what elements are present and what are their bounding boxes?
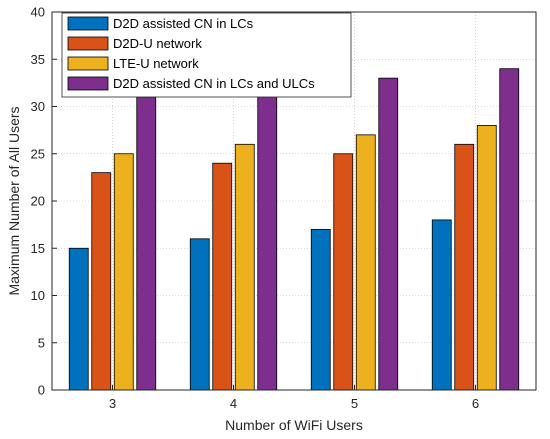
bars — [68, 68, 520, 391]
y-tick-label: 15 — [31, 241, 45, 256]
x-tick-label: 5 — [351, 396, 358, 411]
x-tick-label: 4 — [230, 396, 237, 411]
bar — [431, 219, 452, 391]
legend-label: D2D assisted CN in LCs and ULCs — [113, 76, 315, 91]
y-axis-title: Maximum Number of All Users — [6, 106, 22, 295]
bar — [113, 153, 134, 391]
y-tick-label: 25 — [31, 146, 45, 161]
bar — [378, 77, 399, 391]
legend-swatch — [67, 16, 109, 31]
legend-label: D2D assisted CN in LCs — [113, 16, 254, 31]
bar — [212, 162, 233, 391]
x-axis-ticks: 3 4 5 6 — [109, 385, 479, 411]
legend-label: LTE-U network — [113, 56, 199, 71]
bar — [234, 143, 255, 391]
y-tick-label: 35 — [31, 52, 45, 67]
bar — [476, 125, 497, 391]
y-axis-ticks: 0 5 10 15 20 25 30 35 40 — [31, 5, 57, 398]
bar — [310, 228, 331, 391]
legend-swatch — [67, 56, 109, 71]
bar — [189, 238, 210, 391]
bar — [333, 153, 354, 391]
y-tick-label: 40 — [31, 5, 45, 20]
x-tick-label: 6 — [472, 396, 479, 411]
y-tick-label: 10 — [31, 288, 45, 303]
legend-box — [61, 12, 352, 98]
bar — [136, 96, 157, 391]
legend-label: D2D-U network — [113, 36, 202, 51]
bar — [499, 68, 520, 391]
bar — [355, 134, 376, 391]
legend: D2D assisted CN in LCs D2D-U network LTE-U… — [61, 12, 352, 98]
bar — [68, 247, 89, 391]
y-tick-label: 20 — [31, 194, 45, 209]
x-axis-title: Number of WiFi Users — [225, 417, 363, 433]
x-tick-label: 3 — [109, 396, 116, 411]
bar — [454, 143, 475, 391]
legend-swatch — [67, 76, 109, 91]
y-tick-label: 0 — [38, 383, 45, 398]
bar — [257, 87, 278, 391]
bar — [91, 172, 112, 391]
y-tick-label: 30 — [31, 99, 45, 114]
y-tick-label: 5 — [38, 335, 45, 350]
legend-swatch — [67, 36, 109, 51]
